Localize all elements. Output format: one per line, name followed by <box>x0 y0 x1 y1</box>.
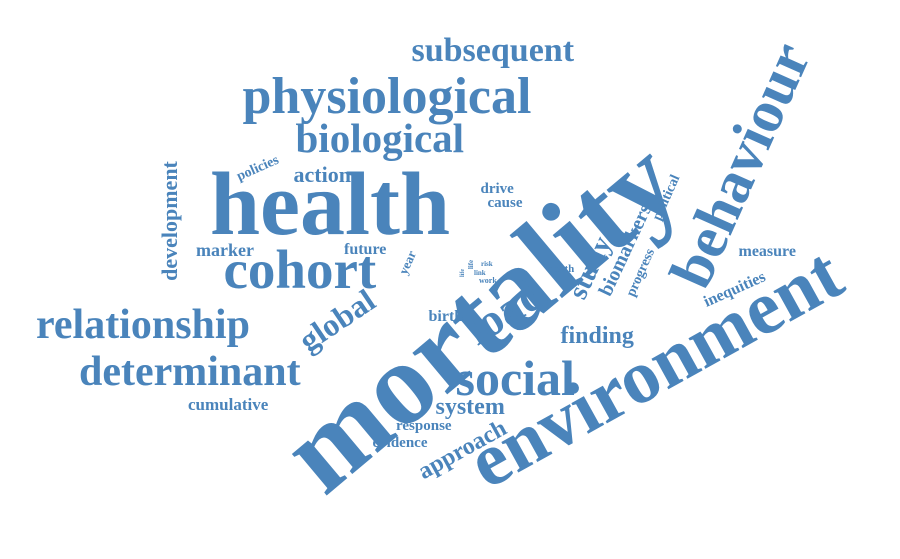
cloud-word-link: link <box>474 268 486 277</box>
cloud-word-subsequent: subsequent <box>411 32 575 69</box>
cloud-word-determinant: determinant <box>79 349 301 395</box>
cloud-word-evidence: evidence <box>372 434 428 451</box>
cloud-word-relationship: relationship <box>36 302 250 348</box>
cloud-word-measure: measure <box>738 243 796 260</box>
cloud-word-health: health <box>210 155 451 254</box>
cloud-word-risk: risk <box>481 259 493 268</box>
cloud-word-marker: marker <box>196 240 254 260</box>
cloud-word-drive: drive <box>480 180 514 197</box>
cloud-word-future: future <box>344 241 387 258</box>
cloud-word-biological: biological <box>295 114 465 161</box>
cloud-word-life: life <box>466 259 475 269</box>
cloud-word-physiological: physiological <box>242 68 532 125</box>
cloud-word-system: system <box>435 394 505 420</box>
cloud-word-finding: finding <box>560 323 634 349</box>
cloud-word-cohort: cohort <box>223 238 377 300</box>
cloud-word-life: life <box>460 269 466 277</box>
cloud-word-death: death <box>548 262 575 275</box>
cloud-word-work: work <box>479 276 497 285</box>
cloud-word-cause: cause <box>487 194 523 211</box>
cloud-word-cumulative: cumulative <box>188 394 269 414</box>
cloud-word-birth: birth <box>428 308 464 325</box>
cloud-word-response: response <box>396 417 452 434</box>
cloud-word-action: action <box>293 162 351 187</box>
cloud-word-social: social <box>455 350 575 406</box>
cloud-word-development: development <box>156 161 182 281</box>
